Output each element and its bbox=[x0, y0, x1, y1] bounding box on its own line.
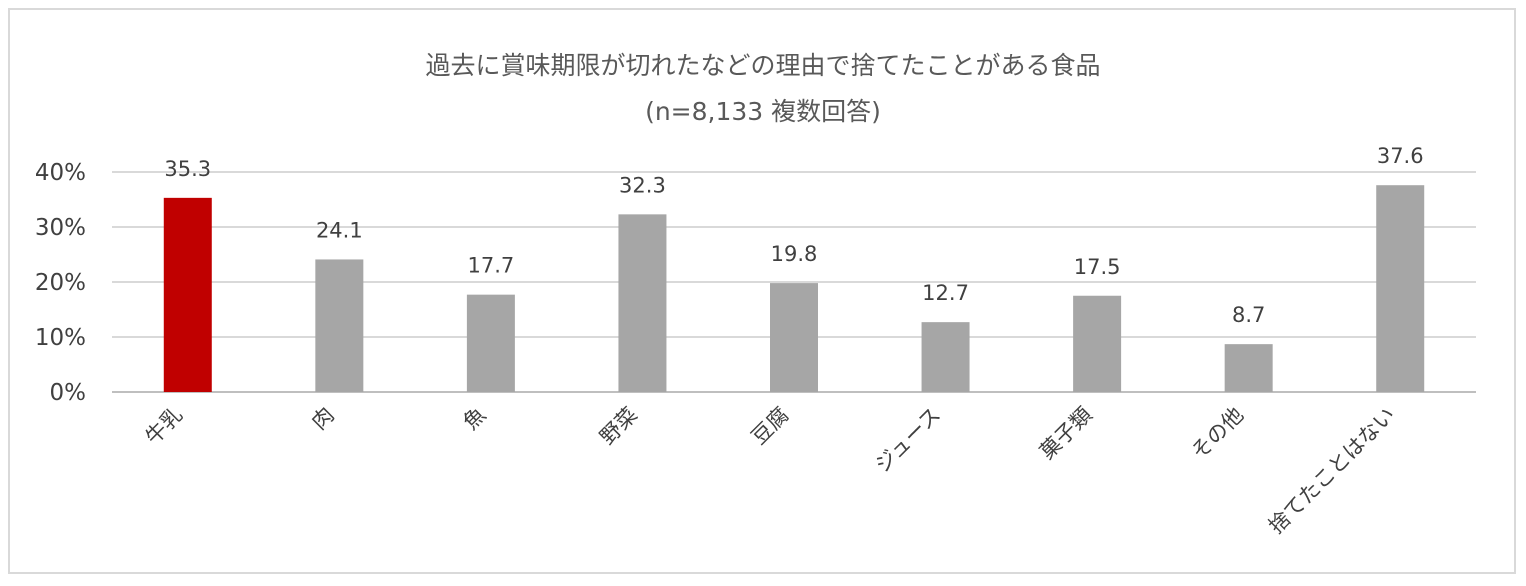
data-label: 12.7 bbox=[922, 281, 969, 305]
category-label: ジュース bbox=[871, 403, 946, 478]
category-label: 菓子類 bbox=[1035, 403, 1097, 465]
data-label: 19.8 bbox=[771, 242, 818, 266]
category-label: 野菜 bbox=[595, 403, 642, 450]
bar bbox=[921, 322, 970, 392]
category-label: 豆腐 bbox=[747, 403, 794, 450]
y-tick-label: 30% bbox=[35, 215, 86, 241]
bar bbox=[770, 283, 818, 392]
chart-title: 過去に賞味期限が切れたなどの理由で捨てたことがある食品 bbox=[425, 51, 1101, 80]
chart-subtitle: (n=8,133 複数回答) bbox=[645, 97, 881, 126]
data-label: 24.1 bbox=[316, 218, 363, 242]
chart-frame bbox=[8, 8, 1516, 574]
y-tick-label: 0% bbox=[50, 380, 87, 406]
bar bbox=[1073, 295, 1122, 392]
y-tick-label: 40% bbox=[35, 160, 86, 186]
data-label: 17.5 bbox=[1074, 255, 1121, 279]
data-label: 37.6 bbox=[1377, 144, 1424, 168]
y-tick-label: 10% bbox=[35, 325, 86, 351]
data-label: 35.3 bbox=[164, 157, 211, 181]
bar bbox=[315, 259, 364, 392]
category-label: 捨てたことはない bbox=[1264, 403, 1400, 539]
bar bbox=[1224, 344, 1273, 392]
category-label: その他 bbox=[1187, 403, 1249, 465]
y-tick-label: 20% bbox=[35, 270, 86, 296]
category-label: 魚 bbox=[459, 403, 491, 435]
data-label: 32.3 bbox=[619, 173, 666, 197]
category-label: 肉 bbox=[307, 403, 339, 435]
bar bbox=[618, 214, 667, 392]
bar bbox=[466, 294, 515, 392]
data-label: 17.7 bbox=[468, 254, 515, 278]
data-label: 8.7 bbox=[1232, 303, 1265, 327]
bar bbox=[1376, 185, 1425, 392]
bar bbox=[163, 197, 212, 392]
category-label: 牛乳 bbox=[141, 403, 188, 450]
